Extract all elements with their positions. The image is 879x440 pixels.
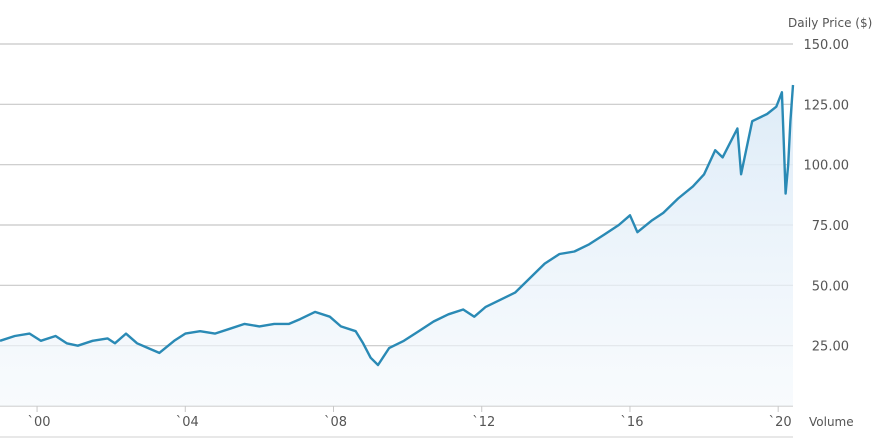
y-tick-label: 125.00 [804, 98, 850, 113]
y-axis-title: Daily Price ($) [788, 16, 872, 30]
x-tick-label: `12 [472, 415, 495, 430]
x-tick-label: `20 [769, 415, 792, 430]
x-tick-label: `16 [620, 415, 643, 430]
x-axis-ticks: `00 `04 `08 `12 `16 `20 [28, 406, 792, 430]
x-tick-label: `08 [324, 415, 347, 430]
x-tick-label: `04 [176, 415, 199, 430]
y-tick-label: 50.00 [812, 279, 849, 294]
y-tick-label: 150.00 [804, 38, 850, 53]
y-tick-label: 100.00 [804, 159, 850, 174]
y-tick-label: 25.00 [812, 340, 849, 355]
y-axis-ticks: 150.00 125.00 100.00 75.00 50.00 25.00 [804, 38, 850, 355]
price-line [0, 84, 795, 367]
volume-label: Volume [809, 415, 854, 429]
y-tick-label: 75.00 [812, 219, 849, 234]
price-area-fill [0, 85, 793, 406]
x-tick-label: `00 [28, 415, 51, 430]
